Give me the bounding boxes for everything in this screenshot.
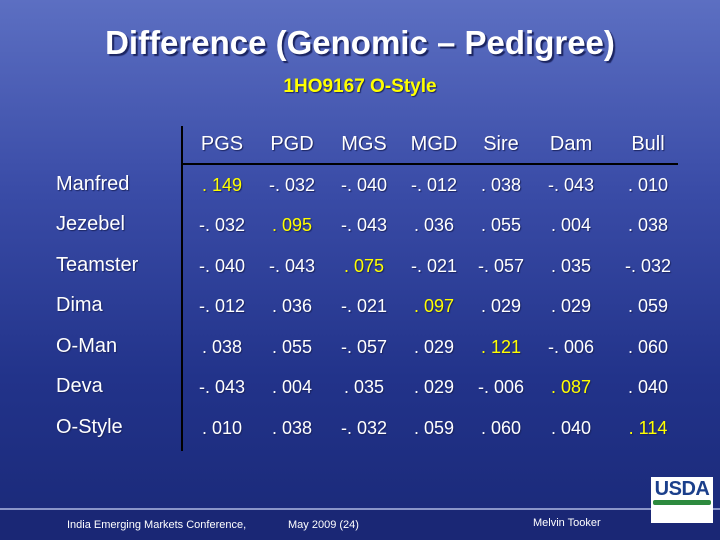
row-label: Manfred — [56, 173, 130, 195]
table-cell: . 004 — [271, 377, 313, 397]
footer-author: Melvin Tooker — [533, 517, 601, 529]
table-cell: . 060 — [627, 337, 669, 357]
table-cell: . 038 — [480, 175, 522, 195]
table-cell: -. 043 — [547, 175, 595, 195]
table-cell: -. 057 — [477, 256, 525, 276]
table-cell: . 059 — [627, 296, 669, 316]
column-header-sire: Sire — [483, 133, 519, 155]
table-cell: . 035 — [343, 377, 385, 397]
row-label: Deva — [56, 375, 103, 397]
footer-bar — [0, 508, 720, 540]
column-header-mgd: MGD — [410, 133, 458, 155]
table-cell: -. 043 — [198, 377, 246, 397]
slide-subtitle: 1HO9167 O-Style — [283, 76, 437, 97]
row-label: O-Man — [56, 335, 118, 357]
row-label: O-Style — [56, 416, 123, 438]
table-cell-diagonal: . 095 — [271, 215, 313, 235]
column-header-bull: Bull — [631, 133, 665, 155]
table-cell-diagonal: . 097 — [413, 296, 455, 316]
table-cell: . 029 — [413, 377, 455, 397]
table-cell-diagonal: . 149 — [201, 175, 243, 195]
table-cell: . 035 — [550, 256, 592, 276]
table-cell: -. 040 — [198, 256, 246, 276]
logo-year: 2009 — [655, 510, 673, 519]
column-header-pgd: PGD — [270, 133, 314, 155]
row-label: Teamster — [56, 254, 139, 276]
table-cell: . 036 — [271, 296, 313, 316]
table-cell: . 029 — [480, 296, 522, 316]
usda-logo: USDA — [651, 477, 713, 523]
table-cell: -. 021 — [410, 256, 458, 276]
column-header-dam: Dam — [549, 133, 593, 155]
table-cell-diagonal: . 087 — [550, 377, 592, 397]
table-cell: . 055 — [271, 337, 313, 357]
table-cell: -. 040 — [340, 175, 388, 195]
row-label: Dima — [56, 294, 103, 316]
slide-title: Difference (Genomic – Pedigree) — [105, 24, 615, 61]
table-cell: . 010 — [201, 418, 243, 438]
table-cell: . 038 — [627, 215, 669, 235]
table-cell: -. 006 — [477, 377, 525, 397]
table-cell: -. 032 — [268, 175, 316, 195]
table-cell: -. 006 — [547, 337, 595, 357]
table-cell: . 059 — [413, 418, 455, 438]
table-cell-diagonal: . 121 — [480, 337, 522, 357]
column-header-mgs: MGS — [341, 133, 387, 155]
table-cell: -. 043 — [268, 256, 316, 276]
usda-logo-text: USDA — [654, 478, 710, 500]
table-cell: . 029 — [413, 337, 455, 357]
table-vertical-divider — [181, 126, 183, 451]
table-cell: -. 021 — [340, 296, 388, 316]
table-cell: -. 012 — [410, 175, 458, 195]
table-cell: . 010 — [627, 175, 669, 195]
table-cell: . 036 — [413, 215, 455, 235]
table-cell-diagonal: . 114 — [628, 418, 668, 438]
table-cell: -. 012 — [198, 296, 246, 316]
table-cell: -. 032 — [340, 418, 388, 438]
row-label: Jezebel — [56, 213, 125, 235]
table-cell: . 055 — [480, 215, 522, 235]
table-cell: . 038 — [271, 418, 313, 438]
table-cell: . 004 — [550, 215, 592, 235]
footer-divider — [0, 508, 720, 510]
footer-date: May 2009 (24) — [288, 519, 359, 531]
table-cell: -. 057 — [340, 337, 388, 357]
table-cell: . 029 — [550, 296, 592, 316]
table-cell: . 040 — [550, 418, 592, 438]
table-cell-diagonal: . 075 — [343, 256, 385, 276]
table-cell: -. 032 — [624, 256, 672, 276]
table-cell: . 038 — [201, 337, 243, 357]
column-header-pgs: PGS — [200, 133, 244, 155]
table-cell: . 060 — [480, 418, 522, 438]
footer-conference: India Emerging Markets Conference, — [67, 519, 247, 531]
table-cell: -. 032 — [198, 215, 246, 235]
table-cell: . 040 — [627, 377, 669, 397]
aes-logo-mark: aes — [689, 504, 710, 518]
table-horizontal-divider — [181, 163, 678, 165]
usda-logo-swoosh-icon — [653, 500, 711, 505]
table-cell: -. 043 — [340, 215, 388, 235]
